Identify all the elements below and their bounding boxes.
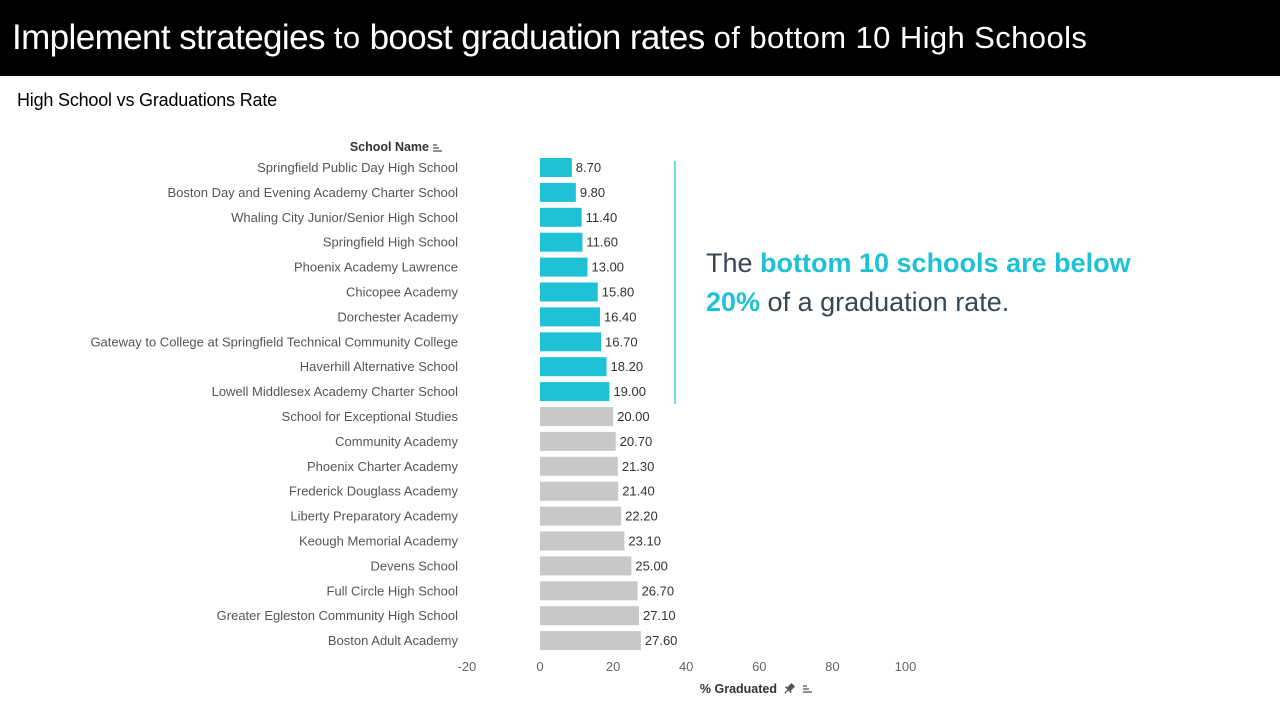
value-label: 19.00 bbox=[613, 384, 646, 399]
category-label: Phoenix Academy Lawrence bbox=[294, 260, 458, 275]
bar[interactable] bbox=[540, 382, 610, 402]
category-label: Frederick Douglass Academy bbox=[289, 484, 459, 499]
value-label: 21.30 bbox=[622, 459, 655, 474]
bar[interactable] bbox=[540, 357, 607, 377]
callout-part-1: The bbox=[706, 248, 761, 278]
bar[interactable] bbox=[540, 606, 640, 626]
bar[interactable] bbox=[540, 282, 598, 302]
bar[interactable] bbox=[540, 232, 583, 252]
value-label: 25.00 bbox=[635, 558, 668, 573]
value-label: 15.80 bbox=[602, 285, 635, 300]
category-labels: Springfield Public Day High School Boston… bbox=[90, 160, 458, 648]
bar[interactable] bbox=[540, 182, 576, 202]
chart-subtitle: High School vs Graduations Rate bbox=[17, 90, 277, 110]
value-label: 16.70 bbox=[605, 334, 638, 349]
callout-text: The bottom 10 schools are below 20% of a… bbox=[706, 244, 1166, 322]
bars bbox=[540, 158, 641, 651]
value-label: 22.20 bbox=[625, 509, 658, 524]
category-label: Greater Egleston Community High School bbox=[217, 608, 458, 623]
category-label: Springfield High School bbox=[323, 235, 458, 250]
value-label: 9.80 bbox=[580, 185, 605, 200]
bar[interactable] bbox=[540, 631, 641, 651]
bar[interactable] bbox=[540, 207, 582, 227]
bar[interactable] bbox=[540, 581, 638, 601]
x-tick-label: 40 bbox=[679, 659, 693, 674]
value-label: 13.00 bbox=[592, 260, 625, 275]
x-tick-label: 100 bbox=[895, 659, 917, 674]
x-tick-label: -20 bbox=[458, 659, 477, 674]
bar[interactable] bbox=[540, 506, 622, 526]
value-label: 8.70 bbox=[576, 160, 601, 175]
category-label: Lowell Middlesex Academy Charter School bbox=[212, 384, 459, 399]
x-tick-label: 0 bbox=[536, 659, 543, 674]
title-part-4: of bottom 10 High Schools bbox=[704, 20, 1088, 55]
category-label: Dorchester Academy bbox=[337, 309, 458, 324]
value-label: 21.40 bbox=[622, 484, 655, 499]
value-label: 11.60 bbox=[586, 235, 618, 250]
category-label: Whaling City Junior/Senior High School bbox=[231, 210, 458, 225]
category-label: Full Circle High School bbox=[327, 583, 459, 598]
sort-icon[interactable] bbox=[433, 144, 442, 152]
x-tick-label: 80 bbox=[825, 659, 839, 674]
bar[interactable] bbox=[540, 307, 600, 327]
value-labels: 8.70 9.80 11.40 11.60 13.00 15.80 16.40 16.70 18… bbox=[576, 160, 678, 648]
category-label: Springfield Public Day High School bbox=[257, 160, 458, 175]
value-label: 20.70 bbox=[620, 434, 653, 449]
pin-icon[interactable] bbox=[782, 682, 796, 696]
x-tick-label: 60 bbox=[752, 659, 766, 674]
x-tick-label: 20 bbox=[606, 659, 620, 674]
callout-part-2: of a graduation rate. bbox=[760, 287, 1010, 317]
category-label: Liberty Preparatory Academy bbox=[290, 509, 458, 524]
title-part-2: to bbox=[324, 20, 370, 55]
title-part-1: Implement strategies bbox=[12, 18, 325, 57]
bar[interactable] bbox=[540, 531, 625, 551]
category-label: Chicopee Academy bbox=[346, 285, 459, 300]
bar[interactable] bbox=[540, 556, 632, 576]
category-label: Community Academy bbox=[335, 434, 458, 449]
bar[interactable] bbox=[540, 158, 572, 177]
y-axis-header[interactable]: School Name bbox=[350, 140, 442, 154]
x-axis-ticks: -20 0 20 40 60 80 100 bbox=[458, 659, 917, 674]
value-label: 23.10 bbox=[628, 534, 661, 549]
x-axis-header[interactable]: % Graduated bbox=[700, 682, 812, 696]
value-label: 18.20 bbox=[611, 359, 644, 374]
category-label: Gateway to College at Springfield Techni… bbox=[90, 334, 458, 349]
x-axis-title: % Graduated bbox=[700, 682, 777, 696]
category-label: Phoenix Charter Academy bbox=[307, 459, 459, 474]
value-label: 20.00 bbox=[617, 409, 650, 424]
y-axis-title: School Name bbox=[350, 140, 429, 154]
sort-icon[interactable] bbox=[803, 685, 812, 693]
bar[interactable] bbox=[540, 257, 588, 277]
value-label: 16.40 bbox=[604, 309, 637, 324]
value-label: 26.70 bbox=[642, 583, 675, 598]
bar[interactable] bbox=[540, 332, 602, 352]
value-label: 11.40 bbox=[586, 210, 618, 225]
category-label: Boston Adult Academy bbox=[328, 633, 459, 648]
category-label: Keough Memorial Academy bbox=[299, 534, 458, 549]
bar[interactable] bbox=[540, 481, 619, 501]
category-label: Boston Day and Evening Academy Charter S… bbox=[167, 185, 458, 200]
category-label: School for Exceptional Studies bbox=[282, 409, 459, 424]
title-bar: Implement strategies to boost graduation… bbox=[0, 0, 1280, 76]
callout-highlight: bottom 10 schools are below 20% bbox=[706, 248, 1131, 317]
title-part-3: boost graduation rates bbox=[369, 18, 706, 57]
category-label: Haverhill Alternative School bbox=[300, 359, 458, 374]
value-label: 27.10 bbox=[643, 608, 676, 623]
value-label: 27.60 bbox=[645, 633, 678, 648]
category-label: Devens School bbox=[371, 558, 459, 573]
bar[interactable] bbox=[540, 456, 618, 476]
bar[interactable] bbox=[540, 407, 614, 426]
bar[interactable] bbox=[540, 431, 616, 451]
